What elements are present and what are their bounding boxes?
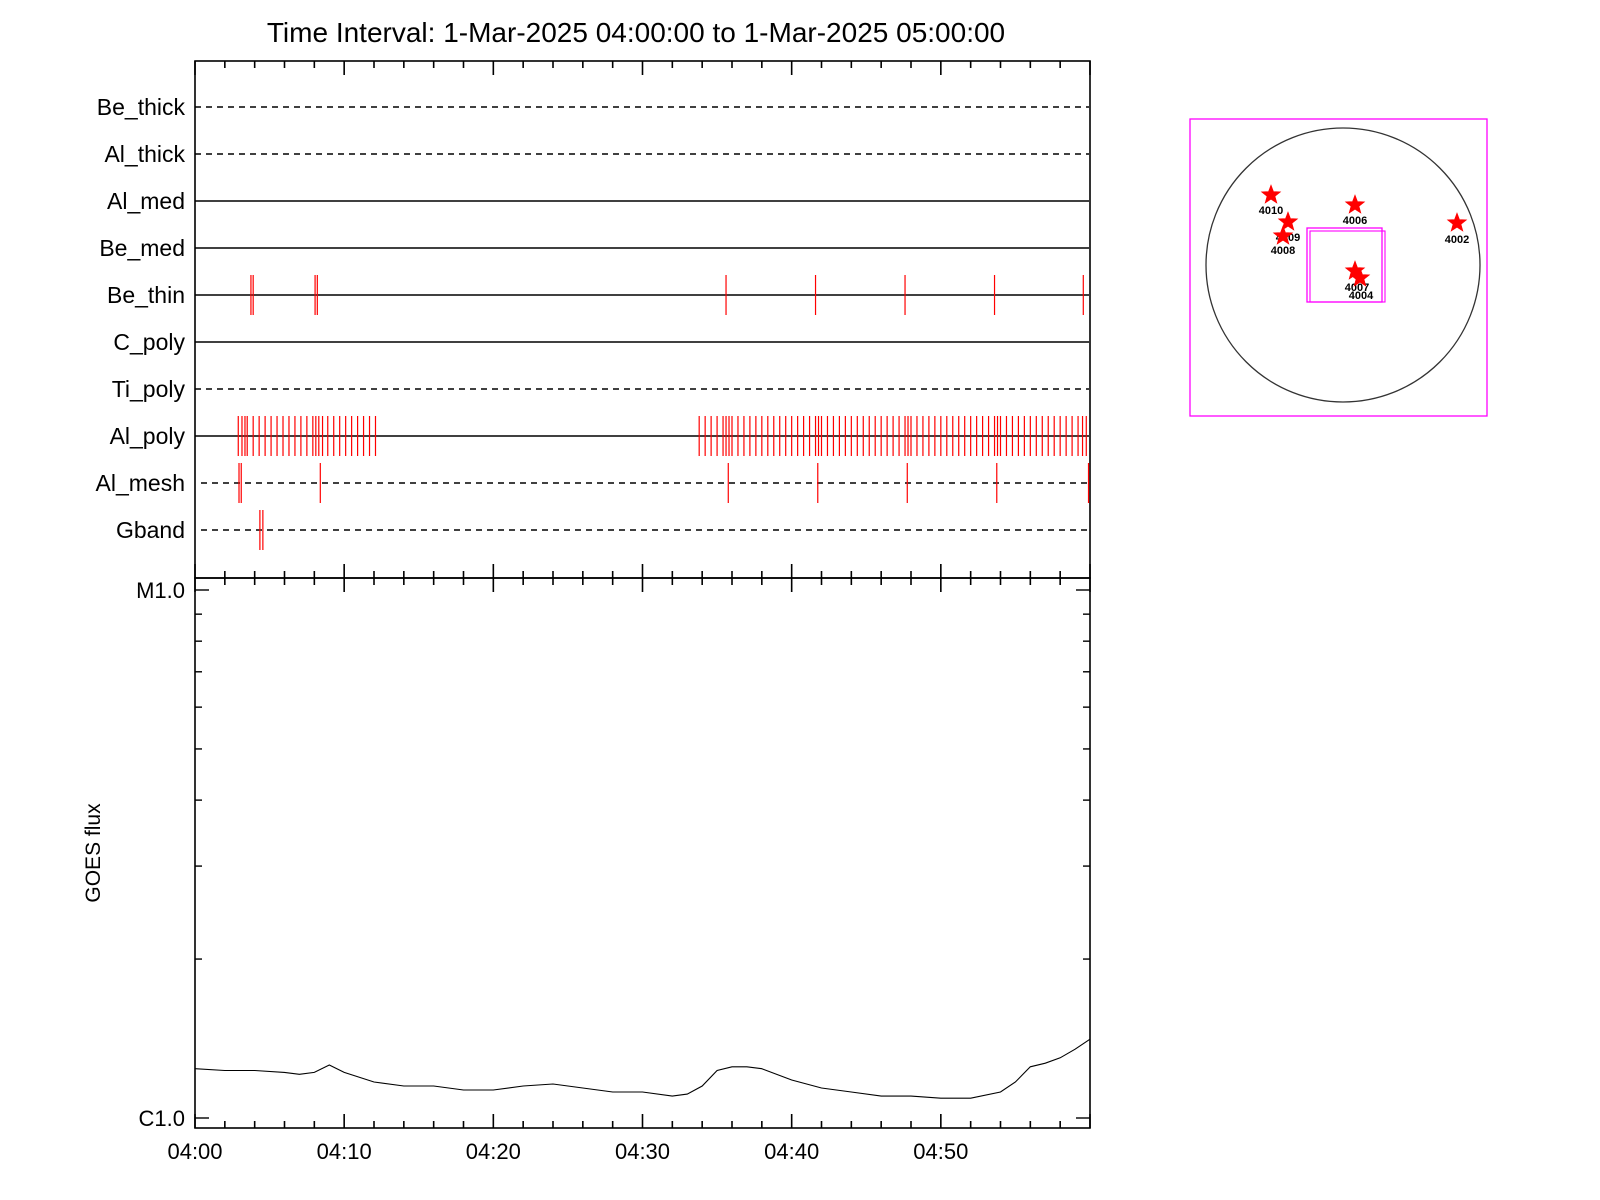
active-region-star (1349, 267, 1371, 287)
active-region-star (1344, 194, 1366, 214)
active-region-star (1272, 225, 1294, 245)
map-frame (1189, 118, 1488, 417)
bottom-panel-frame (194, 577, 1091, 1129)
x-tick-label: 04:50 (913, 1139, 968, 1164)
active-region-label: 4010 (1259, 205, 1283, 217)
x-tick-label: 04:10 (317, 1139, 372, 1164)
active-region-star (1446, 212, 1468, 232)
active-region-label: 4007 (1345, 282, 1369, 294)
x-tick-label: 04:20 (466, 1139, 521, 1164)
x-tick-label: 04:30 (615, 1139, 670, 1164)
filter-row-label: Al_mesh (96, 470, 185, 496)
active-region-star (1260, 184, 1282, 204)
top-panel-frame (194, 60, 1091, 579)
filter-row-label: Be_thin (107, 282, 185, 308)
filter-row-label: Be_thick (97, 94, 186, 120)
solar-disk (1205, 127, 1481, 403)
filter-row-label: Ti_poly (112, 376, 186, 402)
filter-row-label: C_poly (113, 329, 185, 355)
y-tick-label: M1.0 (136, 578, 185, 603)
filter-row-label: Al_med (107, 188, 185, 214)
filter-row-label: Al_thick (104, 141, 185, 167)
y-axis-title: GOES flux (82, 803, 105, 903)
x-tick-label: 04:40 (764, 1139, 819, 1164)
fov-box-inner (1309, 230, 1386, 303)
active-region-label: 4006 (1343, 215, 1367, 227)
time-axis: 04:00 04:10 04:20 04:30 04:40 04:50 (167, 1139, 968, 1164)
active-region-star (1277, 211, 1299, 231)
y-tick-label: C1.0 (139, 1106, 185, 1131)
filter-event-panel: Be_thick Al_thick Al_med Be_med Be_thin C_pol… (96, 60, 1091, 579)
chart-title: Time Interval: 1-Mar-2025 04:00:00 to 1-… (267, 17, 1005, 48)
active-region-label: 4002 (1445, 234, 1469, 246)
active-region-label: 4004 (1349, 290, 1374, 302)
filter-row-label: Al_poly (110, 423, 186, 449)
active-region-label: 4008 (1271, 245, 1295, 257)
x-tick-label: 04:00 (167, 1139, 222, 1164)
goes-flux-panel: M1.0 C1.0 GOES flux (82, 577, 1091, 1131)
goes-flux-line (194, 1038, 1091, 1099)
filter-row-label: Be_med (99, 235, 185, 261)
filter-row-label: Gband (116, 517, 185, 543)
